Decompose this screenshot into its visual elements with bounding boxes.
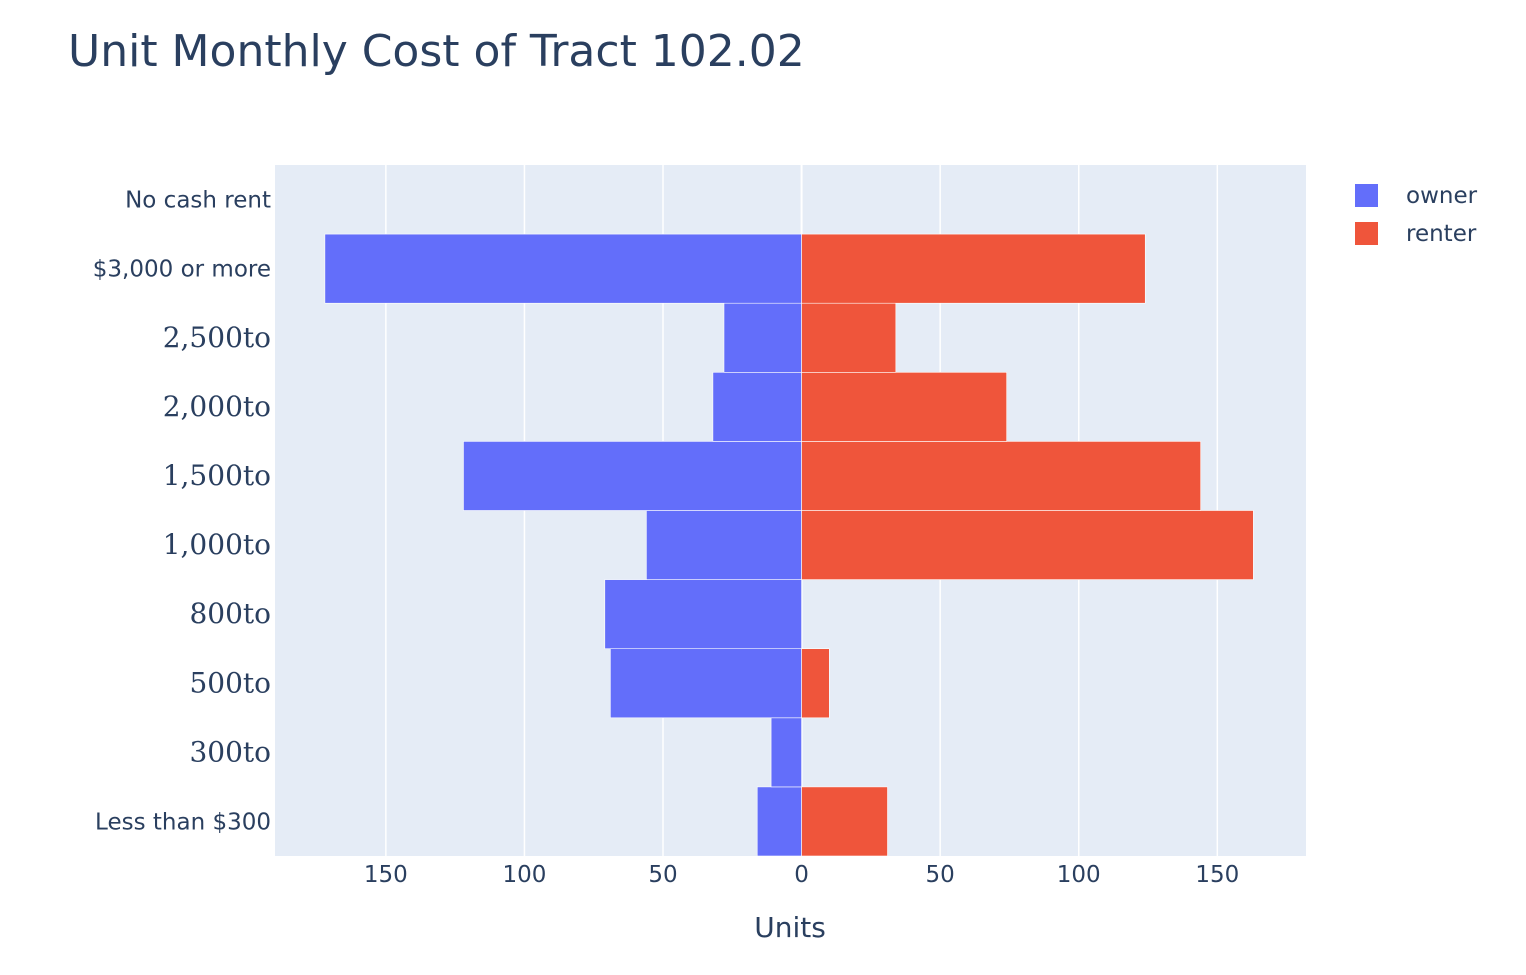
x-tick-label: 0 — [794, 862, 809, 888]
y-category-label: 800to — [189, 597, 271, 630]
chart-title: Unit Monthly Cost of Tract 102.02 — [68, 26, 805, 77]
owner-bar[interactable] — [723, 302, 802, 373]
owner-bar[interactable] — [604, 579, 802, 649]
y-category-label: 2,500to — [163, 321, 271, 354]
owner-legend-label[interactable]: owner — [1406, 183, 1478, 209]
y-axis-categories: Less than $300 300to 500to 800to 1,000to 1,50… — [93, 188, 271, 836]
owner-bar[interactable] — [712, 371, 802, 442]
owner-bar[interactable] — [646, 510, 802, 580]
y-category-label: Less than $300 — [95, 809, 271, 835]
x-tick-label: 100 — [1057, 862, 1101, 888]
owner-bar[interactable] — [770, 717, 802, 788]
owner-legend-swatch[interactable] — [1355, 184, 1378, 207]
x-tick-label: 100 — [502, 862, 546, 888]
x-axis-label: Units — [754, 911, 826, 944]
y-category-label: $3,000 or more — [93, 257, 271, 283]
x-tick-label: 150 — [1195, 862, 1239, 888]
owner-bar[interactable] — [756, 786, 802, 857]
renter-bar[interactable] — [801, 510, 1254, 580]
bars — [324, 233, 1254, 857]
legend[interactable]: owner renter — [1355, 183, 1478, 247]
y-category-label: 2,000to — [163, 390, 271, 423]
renter-bar[interactable] — [801, 371, 1007, 442]
y-category-label: 1,000to — [163, 528, 271, 561]
x-tick-label: 150 — [364, 862, 408, 888]
renter-bar[interactable] — [801, 786, 888, 857]
renter-bar[interactable] — [801, 233, 1146, 304]
owner-bar[interactable] — [324, 233, 802, 304]
y-category-label: No cash rent — [125, 188, 271, 214]
renter-legend-swatch[interactable] — [1355, 222, 1378, 245]
y-category-label: 300to — [189, 735, 271, 768]
x-tick-label: 50 — [648, 862, 677, 888]
renter-bar[interactable] — [801, 302, 897, 373]
renter-bar[interactable] — [801, 648, 830, 719]
y-category-label: 500to — [189, 666, 271, 699]
owner-bar[interactable] — [463, 441, 802, 511]
renter-legend-label[interactable]: renter — [1406, 221, 1477, 247]
x-axis-ticks: 150 100 50 0 50 100 150 — [364, 862, 1239, 888]
x-tick-label: 50 — [926, 862, 955, 888]
owner-bar[interactable] — [610, 648, 802, 719]
y-category-label: 1,500to — [163, 459, 271, 492]
renter-bar[interactable] — [801, 441, 1201, 511]
